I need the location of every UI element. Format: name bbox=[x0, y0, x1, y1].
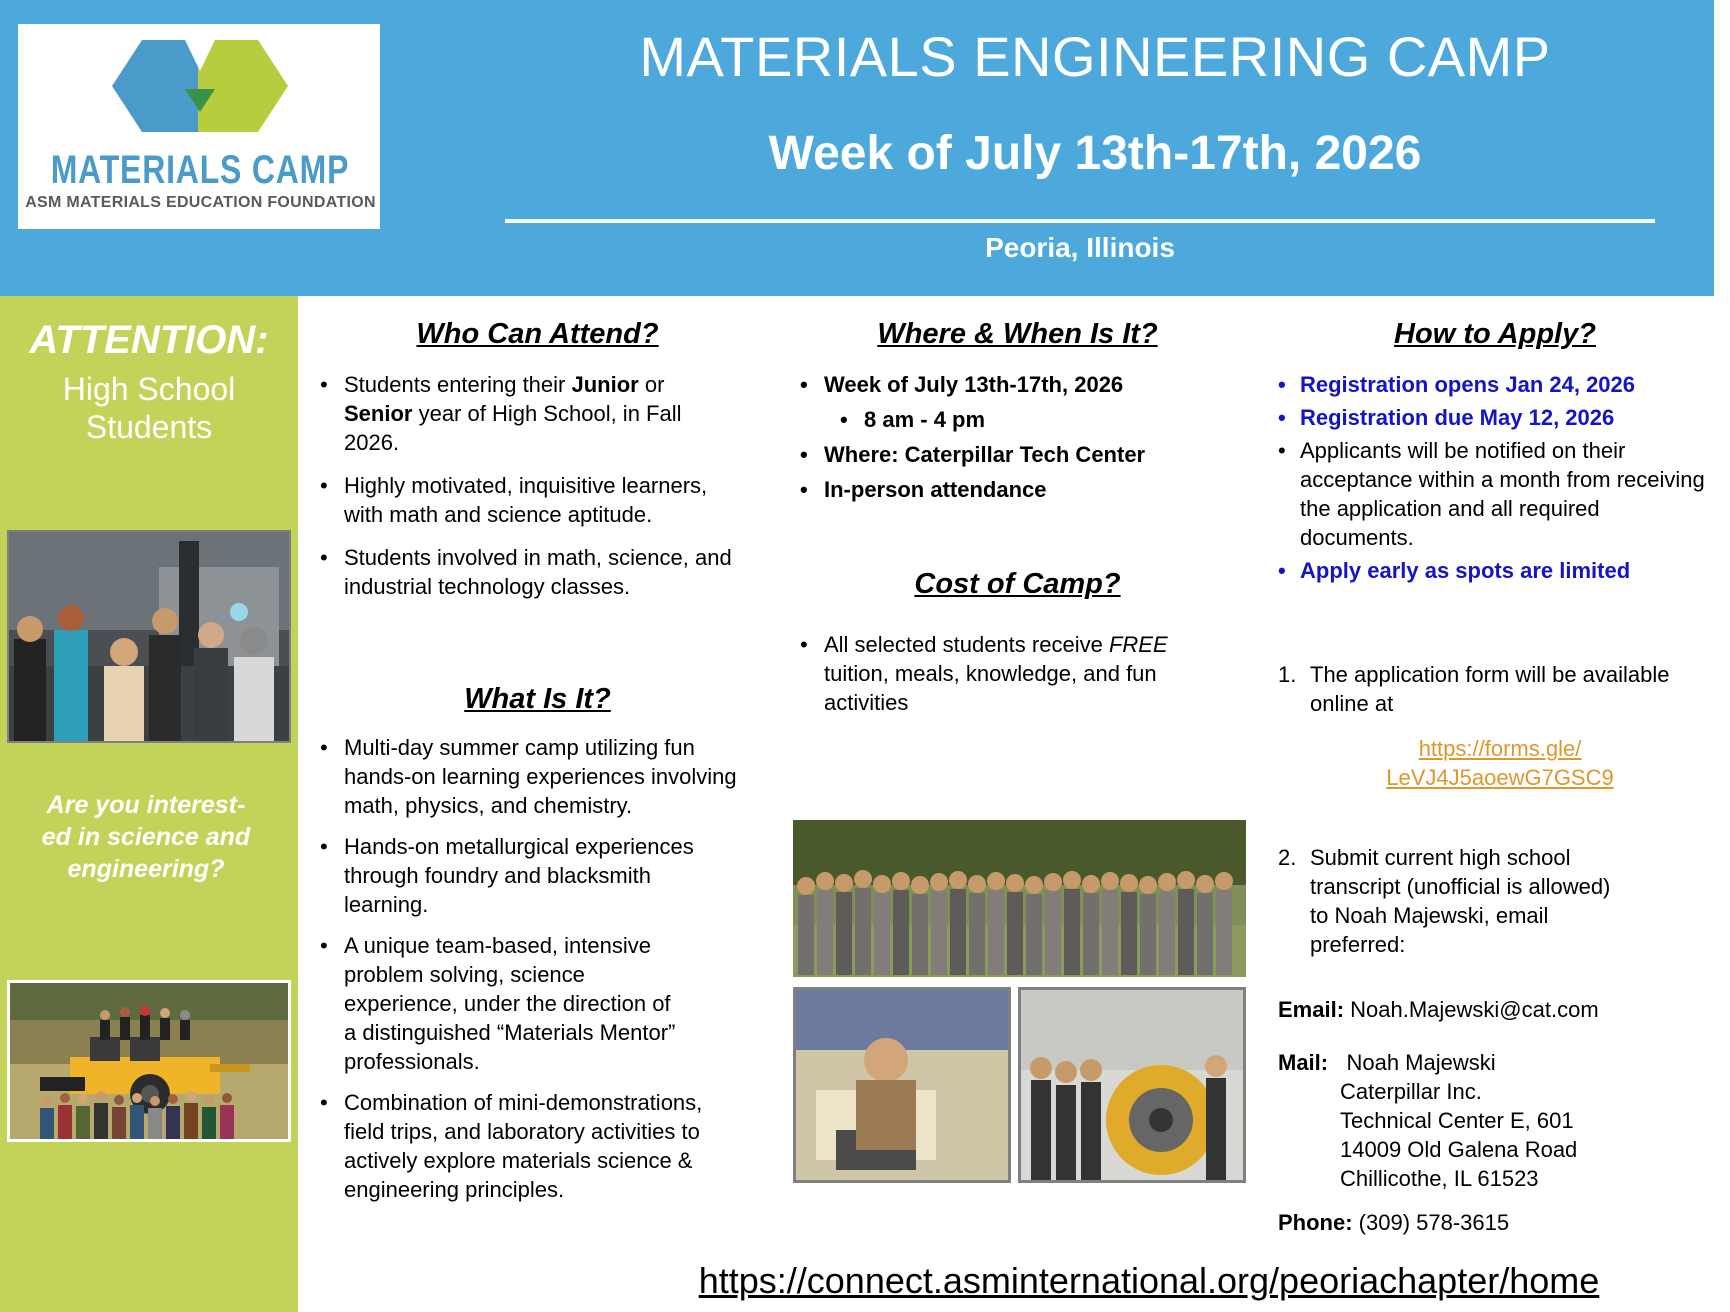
svg-text:MATERIALS CAMP: MATERIALS CAMP bbox=[51, 151, 350, 191]
